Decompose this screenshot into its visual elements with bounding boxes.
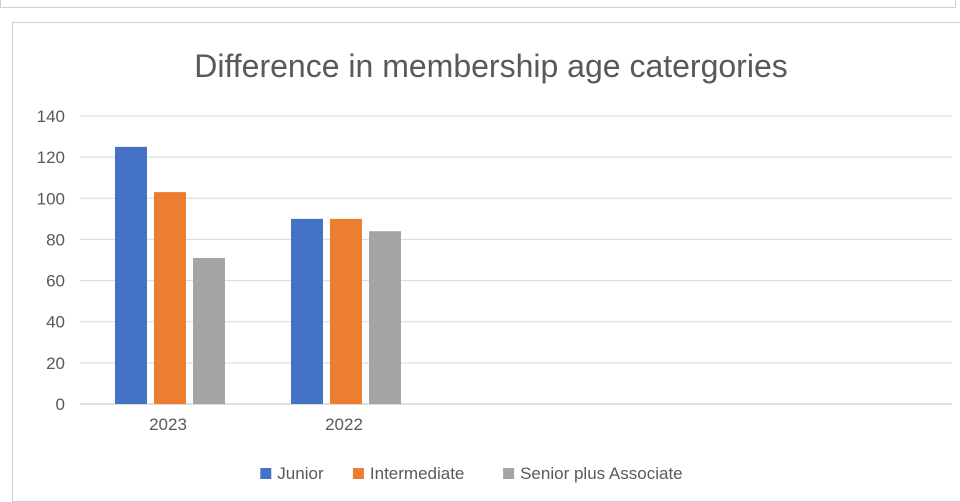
bar-junior-2022 xyxy=(291,218,323,404)
y-tick-label: 60 xyxy=(46,272,65,291)
legend-swatch xyxy=(352,468,364,479)
bar-intermediate-2023 xyxy=(154,192,186,404)
previous-chart-border xyxy=(0,0,956,8)
bar-chart: Difference in membership age catergories… xyxy=(37,48,952,483)
legend: Junior Intermediate Senior plus Associate xyxy=(260,464,683,483)
y-axis: 0 20 40 60 80 100 120 140 xyxy=(37,107,65,414)
bar-senior-plus-associate-2023 xyxy=(193,257,225,404)
y-tick-label: 140 xyxy=(37,107,65,126)
legend-label: Junior xyxy=(277,464,324,483)
bar-junior-2023 xyxy=(115,146,147,404)
y-tick-label: 120 xyxy=(37,148,65,167)
legend-swatch xyxy=(260,468,272,479)
legend-swatch xyxy=(503,468,515,479)
y-tick-label: 80 xyxy=(46,230,65,249)
y-tick-label: 40 xyxy=(46,313,65,332)
y-tick-label: 0 xyxy=(56,395,65,414)
bars xyxy=(115,146,401,404)
y-tick-label: 100 xyxy=(37,189,65,208)
chart-title: Difference in membership age catergories xyxy=(194,48,787,84)
legend-label: Senior plus Associate xyxy=(520,464,683,483)
y-tick-label: 20 xyxy=(46,354,65,373)
legend-label: Intermediate xyxy=(370,464,465,483)
x-tick-label: 2022 xyxy=(325,415,363,434)
gridlines xyxy=(80,115,952,405)
bar-intermediate-2022 xyxy=(330,218,362,404)
x-axis: 2023 2022 xyxy=(149,415,363,434)
bar-senior-plus-associate-2022 xyxy=(369,231,401,404)
x-tick-label: 2023 xyxy=(149,415,187,434)
